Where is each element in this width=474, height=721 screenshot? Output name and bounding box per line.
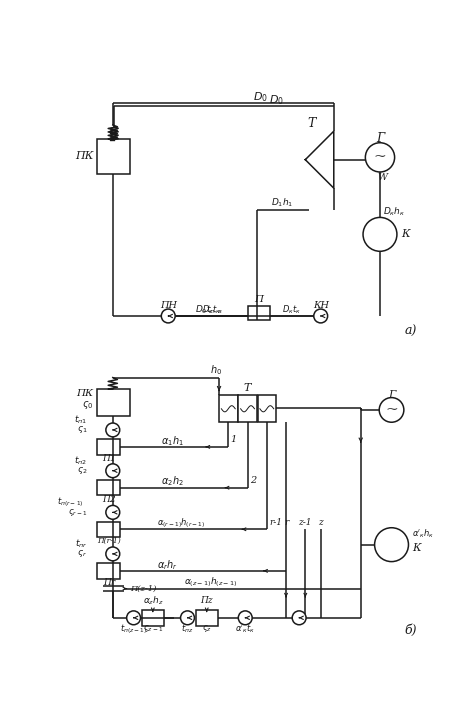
Text: $D_0$: $D_0$ (253, 90, 268, 105)
Text: r: r (284, 518, 288, 527)
Circle shape (365, 143, 395, 172)
Text: $D_к t_к$: $D_к t_к$ (282, 304, 301, 316)
Text: $D_к t_к$: $D_к t_к$ (202, 304, 221, 316)
Circle shape (161, 309, 175, 323)
Circle shape (314, 309, 328, 323)
Bar (238, 395, 257, 423)
Circle shape (238, 611, 252, 625)
Text: ПН: ПН (160, 301, 177, 310)
Bar (97, 480, 120, 495)
Text: б): б) (404, 624, 417, 637)
Text: $D_0 t_{п.в}$: $D_0 t_{п.в}$ (195, 304, 223, 316)
Text: К: К (401, 229, 410, 239)
Circle shape (106, 464, 120, 478)
Text: $D_1 h_1$: $D_1 h_1$ (271, 197, 294, 209)
Text: $\varsigma_1$: $\varsigma_1$ (77, 425, 87, 435)
Text: $\varsigma_{z-1}$: $\varsigma_{z-1}$ (143, 623, 163, 634)
Text: $\alpha_r h_r$: $\alpha_r h_r$ (157, 558, 178, 572)
Circle shape (127, 611, 140, 625)
Text: а): а) (405, 325, 417, 338)
Circle shape (379, 397, 404, 423)
Text: $\alpha_1 h_1$: $\alpha_1 h_1$ (161, 434, 183, 448)
Text: W: W (377, 173, 387, 182)
Text: $\alpha'_к h_к$: $\alpha'_к h_к$ (412, 528, 435, 540)
Text: $\alpha_z h_z$: $\alpha_z h_z$ (143, 595, 163, 607)
Text: П(r-1): П(r-1) (97, 537, 121, 545)
Text: КН: КН (313, 301, 328, 310)
Text: $\varsigma_2$: $\varsigma_2$ (77, 465, 87, 477)
Bar (97, 439, 120, 454)
Bar (97, 389, 130, 416)
Bar (196, 610, 218, 626)
Text: Т: Т (244, 383, 251, 393)
Text: ~: ~ (385, 403, 398, 417)
Text: r-1: r-1 (269, 518, 282, 527)
Text: $t_{п2}$: $t_{п2}$ (74, 454, 87, 467)
Text: Г: Г (376, 132, 384, 145)
Circle shape (106, 505, 120, 519)
Circle shape (106, 547, 120, 561)
Circle shape (181, 611, 194, 625)
Text: $t_{пr}$: $t_{пr}$ (75, 538, 87, 550)
Text: $\varsigma_0$: $\varsigma_0$ (82, 399, 93, 410)
Circle shape (374, 528, 409, 562)
Text: $h_0$: $h_0$ (210, 363, 222, 377)
Text: z: z (319, 518, 323, 527)
Text: $\varsigma_r$: $\varsigma_r$ (77, 549, 87, 559)
Text: Пz: Пz (201, 596, 213, 606)
Text: $\varsigma_z$: $\varsigma_z$ (201, 623, 212, 634)
Text: $D_к h_к$: $D_к h_к$ (383, 205, 406, 218)
Circle shape (292, 611, 306, 625)
Text: $\alpha'_к t_к$: $\alpha'_к t_к$ (235, 622, 255, 635)
Text: $\alpha_{(z-1)} h_{(z-1)}$: $\alpha_{(z-1)} h_{(z-1)}$ (183, 575, 237, 589)
Text: П: П (255, 296, 264, 304)
Text: ~: ~ (374, 151, 386, 164)
Text: $t_{п(r-1)}$: $t_{п(r-1)}$ (57, 495, 83, 509)
Text: $t_{п1}$: $t_{п1}$ (74, 414, 87, 426)
Text: П2: П2 (102, 495, 116, 504)
Circle shape (106, 423, 120, 437)
Text: $t_{п(z-1)}$: $t_{п(z-1)}$ (120, 622, 147, 635)
Text: $\alpha_2 h_2$: $\alpha_2 h_2$ (161, 474, 183, 488)
Text: $t_{пz}$: $t_{пz}$ (182, 622, 194, 635)
Text: z-1: z-1 (299, 518, 312, 527)
Bar (97, 139, 130, 174)
Bar (97, 521, 120, 537)
Text: Т: Т (307, 117, 316, 130)
Text: Пr: Пr (103, 578, 115, 587)
Bar (257, 395, 276, 423)
Text: П1: П1 (102, 454, 116, 463)
Bar (97, 563, 120, 578)
Text: ПК: ПК (76, 389, 93, 398)
Text: $\alpha_{(r-1)} h_{(r-1)}$: $\alpha_{(r-1)} h_{(r-1)}$ (157, 516, 205, 530)
Text: ПК: ПК (75, 151, 93, 162)
Text: $\varsigma_{r-1}$: $\varsigma_{r-1}$ (68, 507, 87, 518)
Bar (142, 610, 164, 626)
Text: П(z-1): П(z-1) (130, 585, 156, 593)
Text: Г: Г (388, 390, 395, 400)
Text: К: К (412, 543, 421, 553)
Bar (219, 395, 237, 423)
Text: 1: 1 (231, 435, 237, 444)
Circle shape (363, 218, 397, 252)
Text: $D_0$: $D_0$ (269, 94, 283, 107)
Bar (248, 306, 270, 320)
Text: 2: 2 (250, 477, 256, 485)
